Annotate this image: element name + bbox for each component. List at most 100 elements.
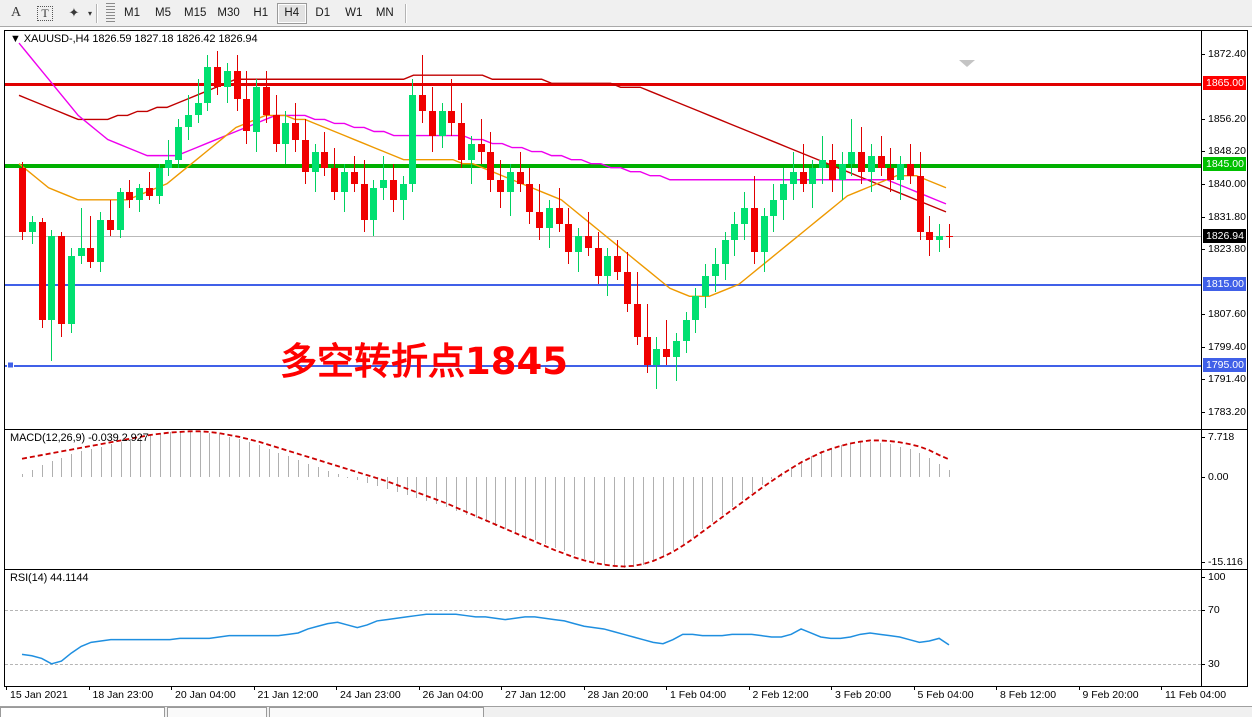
macd-histogram-bar (238, 439, 240, 477)
timeframe-toolbar-grip[interactable] (106, 2, 116, 24)
chart-canvas[interactable]: 1872.40 1856.20 1848.20 1840.00 1831.80 1823.… (4, 30, 1248, 704)
price-axis[interactable]: 1872.40 1856.20 1848.20 1840.00 1831.80 1823.… (1201, 31, 1247, 429)
text-tool-icon[interactable]: A (10, 5, 22, 20)
macd-histogram-bar (495, 476, 497, 526)
macd-histogram-bar (298, 459, 300, 477)
macd-histogram-bar (801, 461, 803, 477)
macd-histogram-bar (909, 448, 911, 477)
macd-panel[interactable]: 7.718 0.00 -15.116 MACD(12,26,9) -0.039 2.… (5, 430, 1247, 569)
rsi-tick-30: 30 (1202, 658, 1220, 670)
macd-histogram-bar (751, 476, 753, 493)
price-level-line-1815[interactable] (5, 284, 1201, 287)
toolbar-separator-end (404, 3, 407, 23)
macd-histogram-bar (761, 476, 763, 486)
rsi-axis[interactable]: 10070300 (1201, 570, 1247, 704)
chart-tab-2[interactable] (167, 707, 267, 717)
macd-histogram-bar (613, 476, 615, 568)
rsi-tick-100: 100 (1202, 571, 1226, 583)
macd-histogram-bar (41, 464, 43, 477)
macd-histogram-bar (603, 476, 605, 565)
macd-histogram-bar (692, 476, 694, 537)
macd-axis[interactable]: 7.718 0.00 -15.116 (1201, 430, 1247, 569)
macd-plot-area[interactable] (5, 430, 1201, 569)
price-plot-area[interactable] (5, 31, 1201, 429)
time-axis[interactable]: 15 Jan 2021 18 Jan 23:00 20 Jan 04:00 21 Ja… (4, 686, 1248, 704)
price-tick-1791-40: 1791.40 (1202, 373, 1246, 385)
timeframe-h1[interactable]: H1 (253, 7, 269, 19)
panel-divider-macd[interactable] (5, 429, 1247, 430)
macd-histogram-bar (416, 476, 418, 499)
time-tick: 5 Feb 04:00 (913, 686, 974, 701)
objects-dropdown-caret-icon[interactable]: ▾ (88, 8, 93, 18)
objects-tool-icon[interactable]: ✦ (68, 5, 80, 20)
macd-histogram-bar (732, 476, 734, 508)
text-label-tool-icon[interactable]: T (32, 2, 58, 25)
price-level-line-1845[interactable] (5, 163, 1201, 168)
price-tick-1783-20: 1783.20 (1202, 406, 1246, 418)
price-level-line-1865[interactable] (5, 83, 1201, 87)
price-level-line-1826-94[interactable] (5, 236, 1201, 238)
collapse-icon[interactable]: ▼ (10, 33, 21, 45)
time-tick: 21 Jan 12:00 (253, 686, 319, 701)
macd-histogram-bar (722, 476, 724, 515)
macd-histogram-bar (939, 463, 941, 477)
rsi-plot-area[interactable] (5, 570, 1201, 704)
macd-histogram-bar (406, 476, 408, 496)
timeframe-mn[interactable]: MN (375, 7, 394, 19)
macd-histogram-bar (110, 444, 112, 477)
chart-annotation-text: 多空转折点1845 (280, 340, 568, 383)
time-tick: 3 Feb 20:00 (830, 686, 892, 701)
macd-tick-000: 0.00 (1202, 471, 1228, 483)
timeframe-d1[interactable]: D1 (315, 7, 331, 19)
macd-histogram-bar (219, 434, 221, 477)
macd-histogram-bar (663, 476, 664, 557)
chart-tab-3[interactable] (269, 707, 484, 717)
timeframe-m15[interactable]: M15 (184, 7, 207, 19)
macd-histogram-bar (702, 476, 704, 530)
timeframe-m5[interactable]: M5 (155, 7, 171, 19)
rsi-tick-70: 70 (1202, 604, 1220, 616)
time-tick: 1 Feb 04:00 (665, 686, 727, 701)
rsi-panel[interactable]: 10070300 RSI(14) 44.1144 (5, 570, 1247, 704)
macd-histogram-bar (505, 476, 507, 530)
macd-histogram-bar (465, 476, 467, 515)
macd-histogram-bar (653, 476, 655, 561)
macd-histogram-bar (199, 431, 201, 477)
macd-histogram-bar (860, 441, 862, 477)
chart-tab-bar[interactable] (0, 706, 1252, 717)
price-panel[interactable]: 1872.40 1856.20 1848.20 1840.00 1831.80 1823.… (5, 31, 1247, 429)
price-level-1795: 1795.00 (1203, 357, 1246, 372)
macd-histogram-bar (929, 457, 931, 477)
timeframe-m1[interactable]: M1 (124, 7, 140, 19)
macd-histogram-bar (229, 436, 231, 477)
price-tick-1848-20: 1848.20 (1202, 145, 1246, 157)
macd-histogram-bar (919, 452, 921, 477)
macd-histogram-bar (91, 448, 93, 477)
price-level-1865: 1865.00 (1203, 76, 1246, 91)
macd-histogram-bar (288, 456, 290, 477)
text-label-glyph: T (37, 5, 53, 21)
macd-histogram-bar (475, 476, 477, 519)
macd-histogram-bar (534, 476, 536, 541)
macd-histogram-bar (840, 445, 842, 477)
timeframe-w1[interactable]: W1 (345, 7, 363, 19)
panel-divider-rsi[interactable] (5, 569, 1247, 570)
macd-histogram-bar (554, 476, 556, 548)
macd-histogram-bar (899, 446, 901, 477)
price-level-anchor-1795[interactable] (7, 361, 14, 369)
chart-tab-1[interactable] (0, 707, 165, 717)
macd-histogram-bar (268, 448, 270, 477)
toolbar-separator (96, 3, 99, 23)
timeframe-h4[interactable]: H4 (276, 2, 307, 24)
macd-histogram-bar (189, 430, 191, 477)
chart-top-marker-icon (959, 60, 975, 67)
macd-histogram-bar (248, 441, 250, 477)
timeframe-m30[interactable]: M30 (217, 7, 240, 19)
price-tick-1823-80: 1823.80 (1202, 243, 1246, 255)
macd-histogram-bar (791, 467, 793, 477)
time-tick: 28 Jan 20:00 (583, 686, 649, 701)
macd-histogram-bar (22, 473, 23, 477)
macd-histogram-bar (51, 461, 53, 477)
price-level-line-1795[interactable] (5, 364, 1201, 367)
price-level-1815: 1815.00 (1203, 277, 1246, 292)
